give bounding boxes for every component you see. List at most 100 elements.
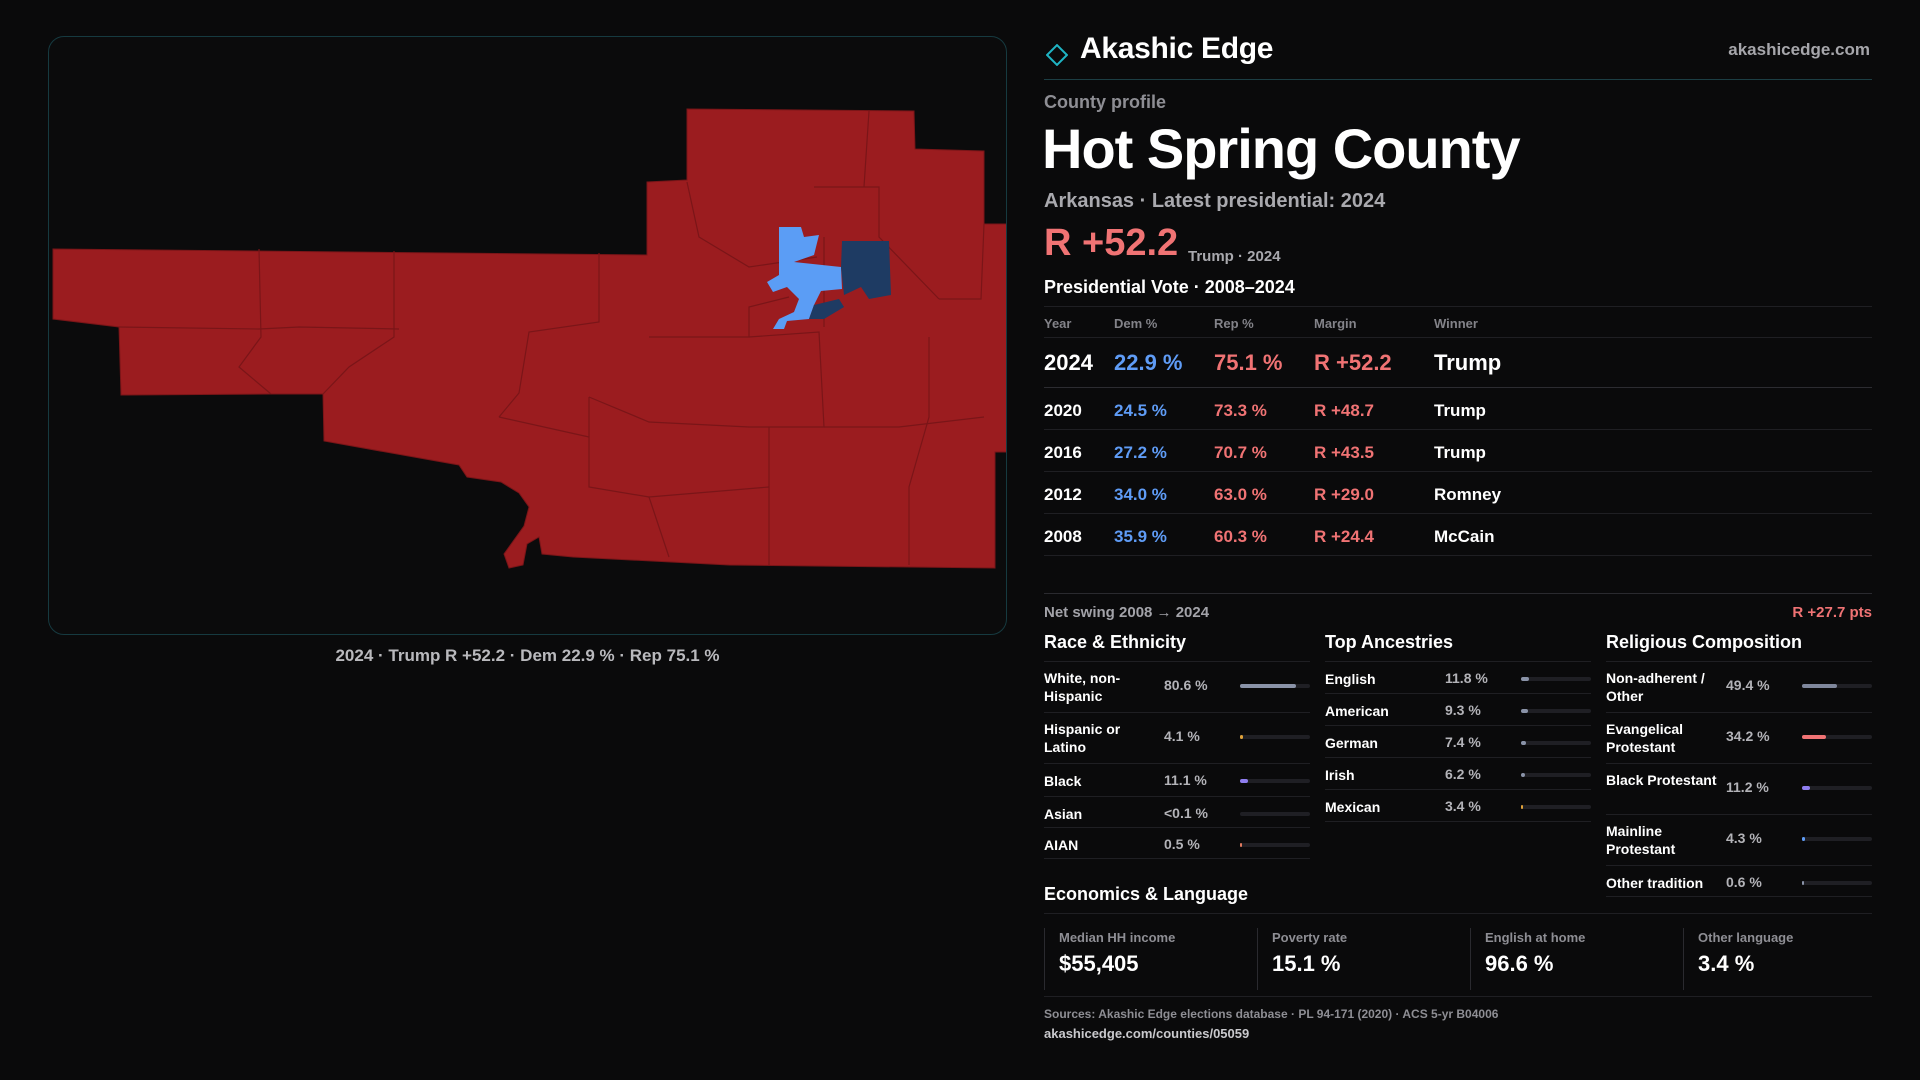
list-item: Non-adherent / Other 49.4 % bbox=[1606, 662, 1872, 713]
econ-card-value: 3.4 % bbox=[1698, 951, 1755, 976]
county-map[interactable] bbox=[48, 36, 1007, 635]
row-margin: R +52.2 bbox=[1314, 350, 1392, 375]
econ-card-value: 15.1 % bbox=[1272, 951, 1341, 976]
row-margin: R +29.0 bbox=[1314, 485, 1375, 504]
header-year: Year bbox=[1044, 316, 1072, 331]
row-year: 2012 bbox=[1044, 485, 1082, 504]
share-bar-track bbox=[1802, 684, 1872, 688]
share-bar-track bbox=[1240, 735, 1310, 739]
religion-title: Religious Composition bbox=[1606, 632, 1872, 662]
row-rep: 70.7 % bbox=[1214, 443, 1267, 462]
econ-card-label: Poverty rate bbox=[1272, 930, 1348, 945]
share-bar-track bbox=[1240, 812, 1310, 816]
list-item: Black Protestant 11.2 % bbox=[1606, 764, 1872, 815]
list-item-value: 4.3 % bbox=[1726, 830, 1762, 846]
headline-margin-note: Trump · 2024 bbox=[1188, 248, 1281, 265]
row-year: 2016 bbox=[1044, 443, 1082, 462]
brand-url-link[interactable]: akashicedge.com bbox=[1728, 40, 1870, 59]
share-bar-track bbox=[1521, 677, 1591, 681]
row-winner: Romney bbox=[1434, 485, 1502, 504]
list-item-label: Black Protestant bbox=[1606, 772, 1717, 788]
list-item-value: <0.1 % bbox=[1164, 805, 1208, 821]
county-profile-panel: Akashic Edge akashicedge.com County prof… bbox=[1042, 30, 1872, 1041]
econ-card-english: English at home 96.6 % bbox=[1470, 928, 1670, 990]
diamond-logo-icon bbox=[1046, 44, 1068, 66]
share-bar-fill bbox=[1802, 786, 1810, 790]
list-item-label: American bbox=[1325, 703, 1389, 719]
race-ethnicity-section: Race & Ethnicity White, non-Hispanic 80.6… bbox=[1044, 632, 1310, 859]
list-item-label: Mainline Protestant bbox=[1606, 823, 1676, 857]
ancestry-title: Top Ancestries bbox=[1325, 632, 1591, 662]
list-item-label: Black bbox=[1044, 773, 1082, 789]
list-item: Evangelical Protestant 34.2 % bbox=[1606, 713, 1872, 764]
presidential-vote-title: Presidential Vote · 2008–2024 bbox=[1044, 277, 1295, 297]
profile-eyebrow: County profile bbox=[1044, 92, 1166, 112]
share-bar-track bbox=[1521, 805, 1591, 809]
econ-card-label: English at home bbox=[1485, 930, 1586, 945]
list-item-value: 34.2 % bbox=[1726, 728, 1770, 744]
row-rep: 75.1 % bbox=[1214, 350, 1283, 375]
share-bar-fill bbox=[1802, 684, 1837, 688]
presidential-vote-table: Year Dem % Rep % Margin Winner 2024 22.9… bbox=[1044, 306, 1872, 556]
table-row: 2020 24.5 % 73.3 % R +48.7 Trump bbox=[1044, 388, 1872, 430]
list-item-value: 11.2 % bbox=[1726, 779, 1769, 795]
share-bar-fill bbox=[1240, 684, 1296, 688]
religion-rows: Non-adherent / Other 49.4 % Evangelical Pr… bbox=[1606, 662, 1872, 897]
list-item-value: 6.2 % bbox=[1445, 766, 1481, 782]
brand-name: Akashic Edge bbox=[1080, 32, 1274, 65]
share-bar-fill bbox=[1521, 773, 1525, 777]
list-item: Asian <0.1 % bbox=[1044, 797, 1310, 828]
row-dem: 35.9 % bbox=[1114, 527, 1167, 546]
list-item-value: 9.3 % bbox=[1445, 702, 1481, 718]
map-caption: 2024 · Trump R +52.2 · Dem 22.9 % · Rep … bbox=[335, 646, 720, 665]
list-item-label: Non-adherent / Other bbox=[1606, 670, 1705, 704]
race-rows: White, non-Hispanic 80.6 % Hispanic or Lat… bbox=[1044, 662, 1310, 859]
row-year: 2020 bbox=[1044, 401, 1082, 420]
divider bbox=[1044, 996, 1872, 997]
dem-precinct-dark[interactable] bbox=[809, 241, 891, 319]
county-map-svg bbox=[52, 108, 1007, 569]
dem-precinct-light[interactable] bbox=[767, 227, 842, 329]
share-bar-track bbox=[1802, 881, 1872, 885]
county-shape[interactable] bbox=[52, 108, 1007, 569]
row-rep: 73.3 % bbox=[1214, 401, 1267, 420]
row-rep: 60.3 % bbox=[1214, 527, 1267, 546]
header-margin: Margin bbox=[1314, 316, 1357, 331]
table-header: Year Dem % Rep % Margin Winner bbox=[1044, 307, 1872, 338]
share-bar-fill bbox=[1802, 735, 1826, 739]
ancestry-rows: English 11.8 % American 9.3 % German 7.4 % Iri… bbox=[1325, 662, 1591, 822]
row-dem: 34.0 % bbox=[1114, 485, 1167, 504]
economics-title: Economics & Language bbox=[1044, 884, 1249, 904]
list-item-value: 4.1 % bbox=[1164, 728, 1200, 744]
ancestry-section: Top Ancestries English 11.8 % American 9.3 … bbox=[1325, 632, 1591, 822]
sources-note: Sources: Akashic Edge elections database… bbox=[1044, 1007, 1499, 1021]
share-bar-track bbox=[1802, 837, 1872, 841]
table-row: 2012 34.0 % 63.0 % R +29.0 Romney bbox=[1044, 472, 1872, 514]
table-row: 2008 35.9 % 60.3 % R +24.4 McCain bbox=[1044, 514, 1872, 556]
row-margin: R +43.5 bbox=[1314, 443, 1375, 462]
row-dem: 22.9 % bbox=[1114, 350, 1183, 375]
list-item-label: English bbox=[1325, 671, 1376, 687]
list-item: Black 11.1 % bbox=[1044, 764, 1310, 797]
list-item-label: Asian bbox=[1044, 806, 1083, 822]
list-item: AIAN 0.5 % bbox=[1044, 828, 1310, 859]
brand-header: Akashic Edge akashicedge.com bbox=[1044, 30, 1872, 80]
share-bar-track bbox=[1802, 735, 1872, 739]
row-rep: 63.0 % bbox=[1214, 485, 1267, 504]
profile-subline: Arkansas · Latest presidential: 2024 bbox=[1044, 190, 1386, 212]
list-item-value: 11.1 % bbox=[1164, 772, 1207, 788]
list-item: Mainline Protestant 4.3 % bbox=[1606, 815, 1872, 866]
share-bar-track bbox=[1521, 741, 1591, 745]
race-ethnicity-title: Race & Ethnicity bbox=[1044, 632, 1310, 662]
list-item-value: 7.4 % bbox=[1445, 734, 1481, 750]
list-item: Irish 6.2 % bbox=[1325, 758, 1591, 790]
share-bar-fill bbox=[1521, 741, 1526, 745]
share-bar-fill bbox=[1240, 843, 1242, 847]
row-dem: 24.5 % bbox=[1114, 401, 1167, 420]
share-bar-track bbox=[1240, 843, 1310, 847]
share-bar-fill bbox=[1240, 735, 1243, 739]
row-year: 2024 bbox=[1044, 350, 1093, 375]
list-item: White, non-Hispanic 80.6 % bbox=[1044, 662, 1310, 713]
county-link[interactable]: akashicedge.com/counties/05059 bbox=[1044, 1026, 1250, 1041]
share-bar-fill bbox=[1521, 677, 1529, 681]
